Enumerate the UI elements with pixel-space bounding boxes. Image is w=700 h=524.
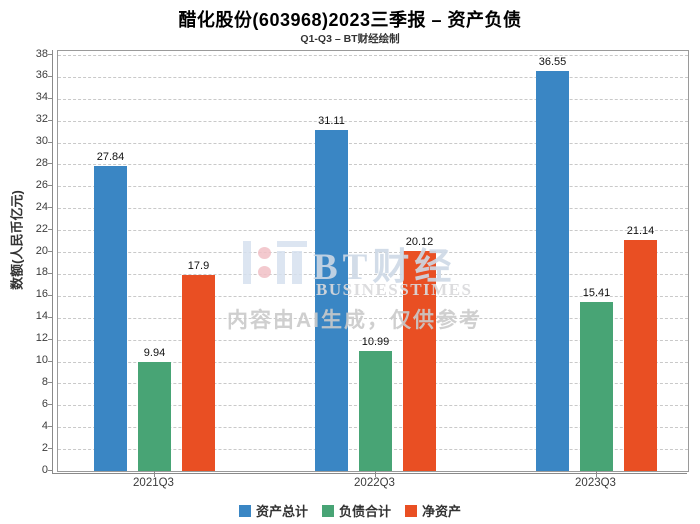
bar — [403, 250, 436, 471]
y-tick-label: 6 — [41, 397, 48, 410]
y-tick-label: 16 — [35, 288, 48, 301]
y-tick-mark — [48, 97, 52, 99]
bar-value-label: 36.55 — [538, 55, 567, 68]
bar-value-label: 10.99 — [361, 335, 390, 348]
y-tick-mark — [48, 119, 52, 121]
y-tick-label: 2 — [41, 441, 48, 454]
legend-swatch-icon — [238, 505, 251, 517]
bar-value-label: 27.84 — [96, 151, 125, 164]
bar — [359, 350, 392, 471]
y-tick-label: 20 — [35, 244, 48, 257]
y-tick-mark — [48, 141, 52, 143]
gridline — [58, 273, 688, 275]
bar — [624, 239, 657, 471]
x-axis-spine — [52, 473, 687, 474]
y-tick-label: 38 — [35, 47, 48, 60]
legend-swatch-icon — [321, 505, 334, 517]
bar-value-label: 31.11 — [318, 115, 345, 128]
legend-label: 负债合计 — [338, 504, 391, 519]
bar — [138, 362, 171, 471]
gridline — [58, 295, 688, 297]
y-tick-label: 34 — [35, 91, 48, 104]
y-tick-label: 12 — [35, 332, 48, 345]
gridline — [58, 55, 688, 56]
y-tick-label: 8 — [41, 375, 48, 388]
y-tick-mark — [48, 207, 52, 209]
x-tick-mark — [153, 470, 155, 477]
bar — [94, 166, 127, 471]
y-tick-mark — [48, 229, 52, 231]
gridline — [58, 339, 688, 341]
x-tick-mark — [374, 470, 376, 477]
gridline — [58, 186, 688, 188]
y-tick-mark — [48, 75, 52, 77]
y-tick-mark — [48, 272, 52, 274]
bar-value-label: 9.94 — [143, 347, 166, 360]
y-tick-mark — [48, 294, 52, 296]
y-tick-label: 22 — [35, 222, 48, 235]
y-tick-label: 0 — [41, 463, 48, 476]
y-tick-mark — [48, 251, 52, 253]
y-tick-mark — [48, 426, 52, 428]
bar — [580, 302, 613, 471]
y-tick-mark — [48, 185, 52, 187]
y-tick-mark — [48, 382, 52, 384]
gridline — [58, 142, 688, 144]
bar — [315, 130, 348, 471]
gridline — [58, 76, 688, 78]
y-tick-mark — [48, 163, 52, 165]
gridline — [58, 164, 688, 166]
y-tick-label: 10 — [35, 354, 48, 367]
y-tick-mark — [48, 54, 52, 55]
gridline — [58, 120, 688, 122]
gridline — [58, 208, 688, 210]
y-axis-spine — [52, 50, 53, 474]
bar — [182, 275, 215, 471]
y-tick-mark — [48, 404, 52, 406]
bar-value-label: 20.12 — [405, 235, 434, 248]
bar-value-label: 21.14 — [626, 224, 655, 237]
y-tick-mark — [48, 338, 52, 340]
legend-item: 负债合计 — [321, 501, 391, 520]
y-tick-label: 18 — [35, 266, 48, 279]
y-tick-label: 26 — [35, 178, 48, 191]
y-tick-mark — [48, 470, 52, 471]
y-tick-label: 14 — [35, 310, 48, 323]
plot-area: 27.84 31.11 36.55 9.94 10.99 15.41 17.9 20.12 21… — [57, 50, 689, 472]
y-tick-label: 30 — [35, 135, 48, 148]
y-tick-label: 28 — [35, 156, 48, 169]
legend-label: 资产总计 — [255, 504, 308, 519]
x-tick-label: 2022Q3 — [354, 477, 395, 489]
y-tick-mark — [48, 360, 52, 362]
chart-title: 醋化股份(603968)2023三季报 – 资产负债 — [178, 10, 522, 30]
chart-subtitle: Q1-Q3 – BT财经绘制 — [300, 33, 400, 45]
x-tick-label: 2021Q3 — [133, 477, 174, 489]
y-tick-mark — [48, 316, 52, 318]
gridline — [58, 230, 688, 232]
bar — [536, 70, 569, 471]
legend-swatch-icon — [405, 505, 417, 517]
y-tick-label: 4 — [41, 419, 48, 432]
bar-value-label: 17.9 — [187, 260, 210, 273]
y-tick-mark — [48, 448, 52, 450]
y-tick-label: 36 — [35, 69, 48, 82]
bar-value-label: 15.41 — [582, 287, 611, 300]
x-tick-label: 2023Q3 — [575, 477, 616, 489]
x-tick-mark — [595, 470, 597, 477]
gridline — [58, 98, 688, 100]
legend: 资产总计 负债合计 净资产 — [0, 501, 700, 520]
gridline — [58, 252, 688, 254]
gridline — [58, 317, 688, 319]
legend-item: 净资产 — [405, 501, 461, 520]
legend-item: 资产总计 — [238, 501, 308, 520]
y-tick-label: 32 — [35, 113, 48, 126]
legend-label: 净资产 — [422, 504, 462, 519]
y-tick-label: 24 — [35, 200, 48, 213]
